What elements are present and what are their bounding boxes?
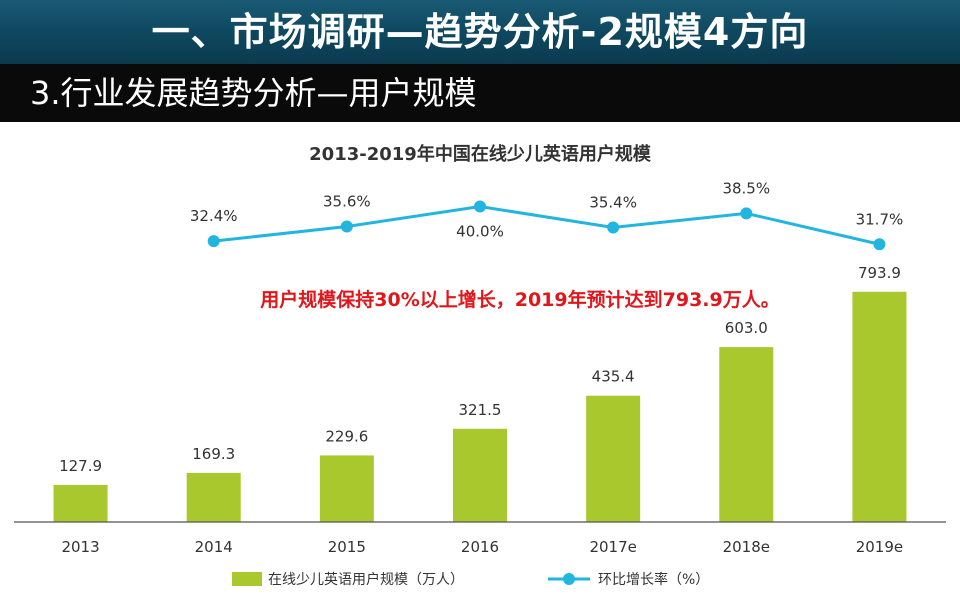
bar-series: 127.9 169.3 229.6 321.5 435.4 603.0 793.9: [53, 264, 907, 522]
line-series: 32.4% 35.6% 40.0% 35.4% 38.5% 31.7%: [190, 179, 904, 251]
growth-rate-label: 32.4%: [190, 207, 238, 225]
legend-label-bar: 在线少儿英语用户规模（万人）: [268, 571, 464, 588]
growth-rate-point: [340, 220, 353, 233]
x-tick-label: 2017e: [589, 538, 636, 556]
growth-rate-label: 35.4%: [589, 193, 637, 211]
growth-rate-point: [474, 200, 486, 213]
x-tick-label: 2016: [461, 538, 499, 556]
growth-rate-point: [740, 207, 753, 220]
bar-value-label: 435.4: [592, 368, 635, 386]
slide-header: 一、市场调研—趋势分析-2规模4方向: [0, 0, 960, 64]
growth-rate-label: 35.6%: [323, 193, 371, 211]
bar-2019e: [852, 291, 907, 522]
bar-value-label: 127.9: [59, 457, 102, 475]
growth-rate-point: [607, 221, 620, 234]
bar-value-label: 169.3: [192, 445, 235, 463]
bar-value-label: 229.6: [325, 427, 368, 445]
section-title: 3.行业发展趋势分析—用户规模: [30, 74, 477, 112]
bar-2014: [186, 472, 241, 522]
legend-marker-line: [563, 573, 575, 585]
bar-value-label: 793.9: [858, 264, 901, 282]
section-header: 3.行业发展趋势分析—用户规模: [0, 64, 960, 122]
chart-legend: 在线少儿英语用户规模（万人） 环比增长率（%）: [232, 571, 709, 588]
user-scale-chart: 2013-2019年中国在线少儿英语用户规模 127.9 169.3 229.6 32…: [14, 143, 946, 588]
x-tick-label: 2015: [328, 538, 366, 556]
legend-swatch-bar: [232, 572, 262, 586]
x-tick-label: 2014: [195, 538, 233, 556]
bar-value-label: 603.0: [725, 319, 768, 337]
bar-2016: [453, 428, 507, 522]
slide-title: 一、市场调研—趋势分析-2规模4方向: [151, 10, 809, 54]
x-tick-label: 2018e: [723, 538, 770, 556]
growth-rate-point: [873, 238, 886, 251]
bar-2013: [53, 484, 108, 522]
x-tick-label: 2013: [61, 538, 99, 556]
growth-rate-label: 38.5%: [722, 179, 770, 197]
legend-label-line: 环比增长率（%）: [598, 571, 709, 588]
bar-2015: [319, 455, 374, 522]
growth-rate-label: 31.7%: [856, 210, 904, 228]
x-tick-label: 2019e: [856, 538, 903, 556]
growth-rate-line: [213, 205, 880, 246]
growth-rate-label: 40.0%: [456, 223, 504, 241]
chart-title: 2013-2019年中国在线少儿英语用户规模: [309, 143, 652, 165]
bar-value-label: 321.5: [459, 401, 502, 419]
growth-rate-point: [207, 235, 220, 248]
chart-annotation: 用户规模保持30%以上增长，2019年预计达到793.9万人。: [260, 288, 779, 311]
x-axis: 2013 2014 2015 2016 2017e 2018e 2019e: [14, 521, 946, 556]
bar-2018e: [719, 347, 774, 522]
bar-2017e: [586, 395, 641, 522]
